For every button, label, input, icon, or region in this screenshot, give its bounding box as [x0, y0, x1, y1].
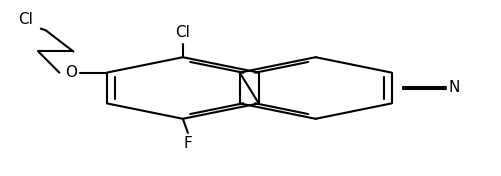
Text: Cl: Cl: [175, 26, 190, 40]
Text: O: O: [65, 65, 77, 80]
Text: F: F: [183, 136, 192, 151]
Text: Cl: Cl: [19, 12, 33, 27]
Text: N: N: [448, 80, 460, 96]
